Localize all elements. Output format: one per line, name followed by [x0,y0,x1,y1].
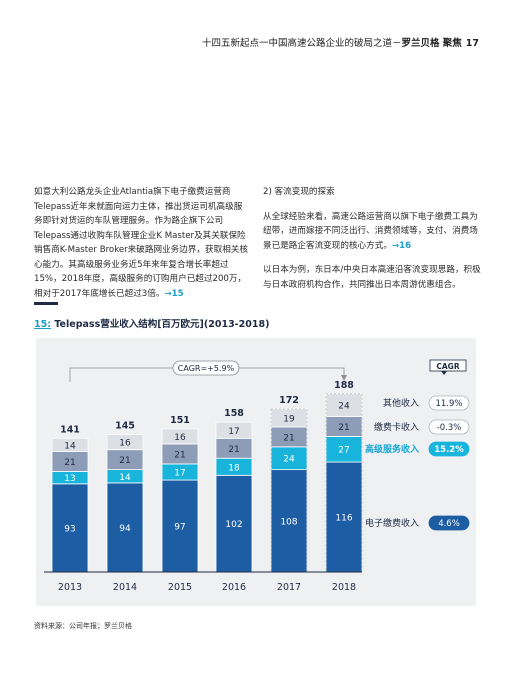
data-label: 13 [64,474,75,484]
data-label: 102 [225,520,242,530]
cagr-header-pointer [441,371,447,375]
bar-segment [215,474,253,573]
total-label: 145 [115,421,135,432]
data-label: 21 [64,458,75,468]
legend-series-name: 高级服务收入 [365,443,419,455]
header-brand: 罗兰贝格 聚焦 [401,38,462,49]
bar-segment [161,428,199,445]
data-label: 21 [119,456,130,466]
figure-ref-16[interactable]: →16 [391,240,412,251]
cagr-overall-label: CAGR=+5.9% [178,364,235,373]
data-label: 17 [174,468,185,478]
right-heading: 2) 客流变现的探索 [263,187,335,197]
total-label: 158 [224,408,244,419]
left-column: 如意大利公路龙头企业Atlantia旗下电子缴费运营商Telepass近年来就面… [34,185,250,311]
chart-panel: 93 13 21 14 141 2013 94 14 21 16 145 2014 97 17 21 16 15… [36,338,476,606]
source-note: 资料来源：公司年报；罗兰贝格 [34,622,132,630]
total-label: 172 [279,395,299,406]
right-paragraph-1: 从全球经验来看，高速公路运营商以旗下电子缴费工具为纽带，进而嫁接不同泛出行、消费… [263,211,478,251]
bar-segment [270,469,308,573]
cagr-value: 11.9% [435,399,462,409]
x-tick-label: 2017 [277,582,301,593]
cagr-pill [428,419,470,435]
section-rule [34,302,58,305]
data-label: 16 [174,433,186,443]
data-label: 93 [64,524,75,534]
data-label: 116 [335,514,352,524]
legend-series-name: 电子缴费收入 [365,517,419,529]
bar-segment [106,434,144,451]
cagr-pill [428,395,470,411]
data-label: 94 [119,524,131,534]
data-label: 24 [283,455,295,465]
x-tick-label: 2013 [58,582,82,593]
data-label: 21 [228,445,239,455]
data-label: 21 [174,450,185,460]
page-number: 17 [465,38,479,49]
data-label: 14 [119,473,131,483]
data-label: 97 [174,523,185,533]
header-title: 十四五新起点一中国高速公路企业的破局之道－ [201,38,402,49]
data-label: 19 [283,414,295,424]
page-header: 十四五新起点一中国高速公路企业的破局之道－罗兰贝格 聚焦 17 [202,35,479,49]
bar-segment [325,436,363,463]
bar-segment [325,461,363,573]
cagr-value: 4.6% [438,519,460,529]
cagr-header-label: CAGR [436,362,459,371]
cagr-pill [428,515,470,531]
cagr-arrowhead [341,375,347,381]
data-label: 17 [228,427,239,437]
cagr-overall-pill [172,360,240,376]
bar-segment [51,483,89,573]
x-tick-label: 2018 [332,582,356,593]
legend-series-name: 缴费卡收入 [374,421,419,433]
data-label: 18 [228,463,240,473]
legend-series-name: 其他收入 [383,397,419,409]
left-paragraph: 如意大利公路龙头企业Atlantia旗下电子缴费运营商Telepass近年来就面… [34,187,248,299]
right-paragraph-2: 以日本为例，东日本/中央日本高速沿客流变现思路，积极与日本政府机构合作，共同推出… [263,265,481,290]
total-label: 141 [60,424,80,435]
x-tick-label: 2014 [113,582,137,593]
data-label: 21 [338,423,349,433]
right-column: 2) 客流变现的探索 从全球经验来看，高速公路运营商以旗下电子缴费工具为纽带，进… [263,185,483,302]
cagr-value: 15.2% [434,445,464,455]
revenue-stacked-bar-chart: 9313211414120139414211614520149717211615… [44,359,470,593]
data-label: 24 [338,402,350,412]
figure-number: 15: [34,319,52,330]
data-label: 14 [64,441,76,451]
cagr-pill [428,441,470,457]
figure-title: 15: Telepass营业收入结构[百万欧元](2013-2018) [34,319,270,330]
data-label: 21 [283,433,294,443]
total-label: 188 [334,380,354,391]
data-label: 108 [280,517,297,527]
bar-segment [51,437,89,453]
cagr-header-box [429,359,467,372]
x-tick-label: 2016 [222,582,246,593]
data-label: 27 [338,446,349,456]
figure-ref-15[interactable]: →15 [164,288,184,299]
cagr-value: -0.3% [437,423,462,433]
bar-segment [215,421,253,439]
total-label: 151 [170,415,190,426]
data-label: 16 [119,439,131,449]
x-tick-label: 2015 [168,582,192,593]
